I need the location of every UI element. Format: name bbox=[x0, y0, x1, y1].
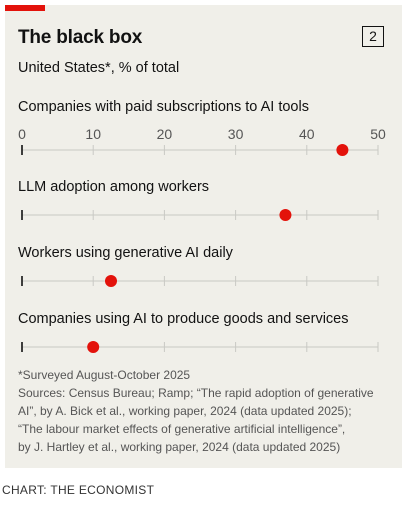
chart-card: The black box 2 United States*, % of tot… bbox=[5, 5, 402, 468]
chart-credit: CHART: THE ECONOMIST bbox=[2, 483, 155, 497]
data-point bbox=[279, 209, 292, 221]
brand-red-bar bbox=[5, 5, 45, 11]
x-tick-label: 50 bbox=[370, 126, 386, 142]
footnote-block: *Surveyed August-October 2025 Sources: C… bbox=[18, 366, 398, 456]
x-tick-label: 20 bbox=[157, 126, 173, 142]
data-point bbox=[105, 275, 117, 287]
panel-title: LLM adoption among workers bbox=[18, 179, 209, 195]
x-tick-label: 0 bbox=[18, 126, 26, 142]
chart-number-badge: 2 bbox=[362, 26, 384, 47]
x-tick-label: 10 bbox=[85, 126, 101, 142]
footnote-line: *Surveyed August-October 2025 bbox=[18, 368, 191, 382]
chart-plot: Companies with paid subscriptions to AI … bbox=[18, 99, 386, 353]
chart-subtitle: United States*, % of total bbox=[18, 60, 180, 76]
data-point bbox=[336, 144, 349, 156]
footnote-line: by J. Hartley et al., working paper, 202… bbox=[18, 440, 341, 454]
panel-title: Companies using AI to produce goods and … bbox=[18, 311, 348, 327]
panel-title: Companies with paid subscriptions to AI … bbox=[18, 99, 309, 115]
footnote-line: AI”, by A. Bick et al., working paper, 2… bbox=[18, 404, 352, 418]
panel-title: Workers using generative AI daily bbox=[18, 245, 234, 261]
chart-title: The black box bbox=[18, 27, 143, 48]
x-tick-label: 30 bbox=[228, 126, 244, 142]
footnote-line: “The labour market effects of generative… bbox=[18, 422, 346, 436]
x-tick-label: 40 bbox=[299, 126, 315, 142]
footnote-line: Sources: Census Bureau; Ramp; “The rapid… bbox=[18, 386, 374, 400]
data-point bbox=[87, 341, 100, 353]
